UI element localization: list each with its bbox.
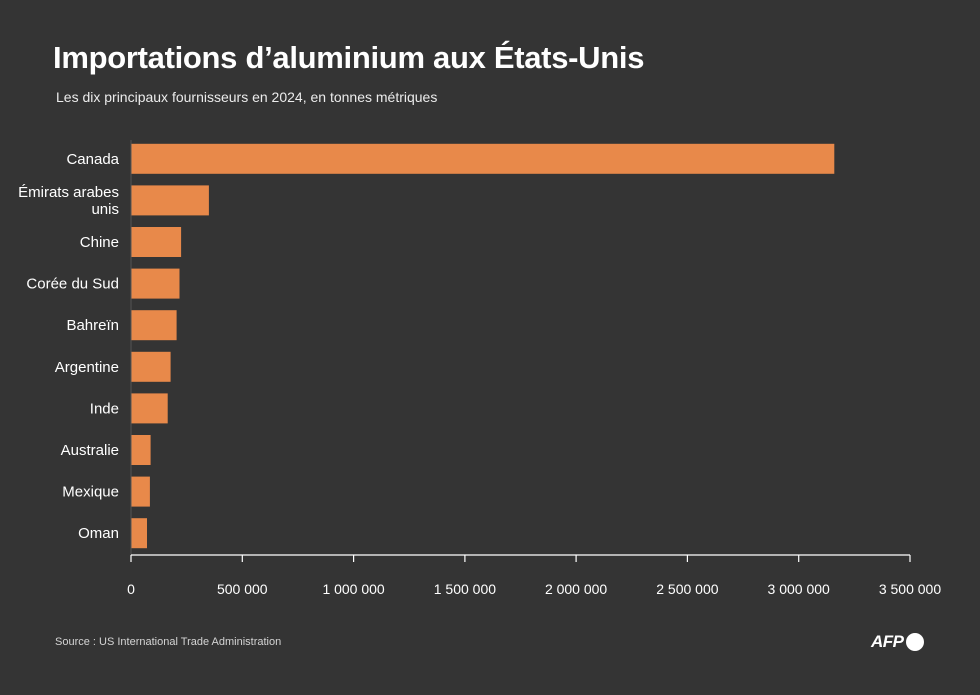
x-tick-label-6: 3 000 000 [768,581,830,597]
x-tick-label-1: 500 000 [217,581,268,597]
bar-7 [131,435,151,465]
category-label-1-line-0: Émirats arabes [18,184,119,201]
chart-subtitle: Les dix principaux fournisseurs en 2024,… [56,89,438,105]
bar-0 [131,143,835,174]
bar-8 [131,476,150,507]
category-label-2: Chine [80,234,119,251]
bar-2 [131,227,182,257]
bar-1 [131,185,209,216]
category-label-6: Inde [90,400,119,417]
category-label-0: Canada [66,151,119,168]
category-label-4: Bahreïn [66,317,119,334]
bar-6 [131,393,168,424]
bar-5 [131,351,171,382]
x-tick-label-2: 1 000 000 [322,581,384,597]
x-tick-label-5: 2 500 000 [656,581,718,597]
x-tick-label-7: 3 500 000 [879,581,941,597]
x-tick-label-3: 1 500 000 [434,581,496,597]
bar-3 [131,268,180,299]
category-label-3: Corée du Sud [26,276,119,293]
category-label-8: Mexique [62,484,119,501]
afp-logo-dot-icon [905,633,924,651]
chart-title: Importations d’aluminium aux États-Unis [53,40,645,75]
source-note: Source : US International Trade Administ… [55,636,282,648]
bar-4 [131,310,177,341]
afp-logo: AFP [871,632,924,652]
x-tick-label-0: 0 [127,581,135,597]
category-label-9: Oman [78,525,119,542]
category-label-5: Argentine [55,359,119,376]
bar-9 [131,518,147,549]
category-label-7: Australie [61,442,119,459]
x-tick-label-4: 2 000 000 [545,581,607,597]
category-label-1-line-1: unis [91,201,119,218]
afp-logo-text: AFP [871,632,904,651]
